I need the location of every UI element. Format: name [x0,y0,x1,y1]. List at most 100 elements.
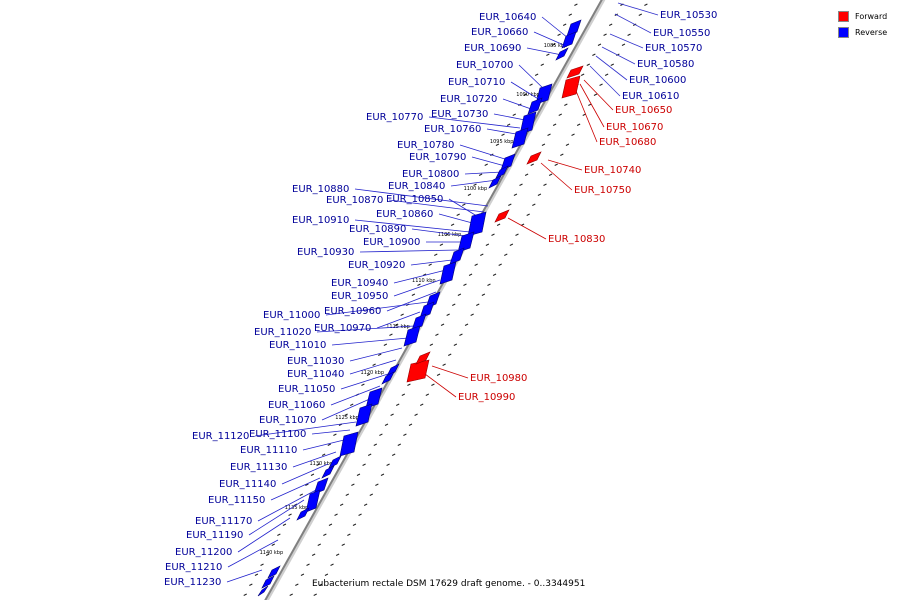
label-connectors [226,2,659,583]
connector [438,213,477,225]
connector [226,569,263,583]
connector [376,311,421,329]
tick-mark [470,313,474,316]
tick-mark [644,3,648,6]
reverse-gene-arrow [527,97,543,115]
tick-mark [327,443,332,446]
reverse-gene-label: EUR_10930 [297,247,354,258]
tick-mark [459,333,463,336]
tick-mark [462,203,466,206]
reverse-swatch [838,26,849,38]
tick-mark [400,313,404,316]
connector [292,451,337,468]
forward-gene-label: EUR_10740 [584,165,641,176]
tick-mark [592,53,596,56]
tick-mark [321,453,326,456]
reverse-gene-label: EUR_11030 [287,356,344,367]
tick-mark [508,203,512,206]
forward-gene-arrow [494,209,510,223]
connector [595,55,628,81]
tick-mark [407,383,411,386]
reverse-gene-arrow [411,313,427,331]
tick-mark [411,293,416,296]
tick-mark [254,573,259,576]
reverse-gene-label: EUR_10890 [349,224,406,235]
reverse-gene-label: EUR_11010 [269,340,326,351]
tick-mark [512,113,516,116]
tick-mark [445,233,449,236]
tick-mark [586,63,590,66]
reverse-gene-label: EUR_10880 [292,184,349,195]
forward-gene-label: EUR_10530 [660,10,717,21]
reverse-gene-label: EUR_10910 [292,215,349,226]
tick-mark [557,33,561,36]
tick-mark [574,3,578,6]
tick-mark [347,533,351,536]
tick-mark [509,243,514,246]
tick-mark [389,333,393,336]
tick-mark [362,463,366,466]
tick-mark [537,193,542,196]
tick-mark [334,513,338,516]
tick-mark [282,523,287,526]
reverse-gene-label: EUR_11050 [278,384,335,395]
tick-mark [419,403,424,406]
tick-mark [313,593,317,596]
kbp-label: 1085 kbp [544,43,568,49]
connector [573,85,598,143]
reverse-gene-arrow [305,489,321,513]
tick-mark [352,523,357,526]
connector [547,159,583,171]
tick-mark [367,453,372,456]
tick-mark [551,43,556,46]
reverse-gene-label: EUR_10640 [479,12,536,23]
tick-mark [562,23,567,26]
tick-mark [305,483,309,486]
reverse-gene-label: EUR_10970 [314,323,371,334]
connector [340,373,389,390]
tick-mark [484,163,488,166]
tick-mark [638,13,643,16]
reverse-gene-label: EUR_10840 [388,181,445,192]
forward-gene-arrow [561,75,581,99]
connector [510,81,541,101]
tick-mark [495,143,500,146]
connector [579,83,605,128]
reverse-gene-label: EUR_10950 [331,291,388,302]
tick-mark [373,443,378,446]
tick-mark [384,423,389,426]
tick-mark [515,233,519,236]
reverse-gene-label: EUR_10900 [363,237,420,248]
forward-gene-label: EUR_10550 [653,28,710,39]
connector [431,365,469,379]
connector [316,325,415,333]
tick-mark [464,323,469,326]
connector [411,228,467,237]
forward-gene-label: EUR_10830 [548,234,605,245]
tick-mark [316,463,320,466]
tick-mark [349,403,354,406]
kbp-label: 1130 kbp [309,461,333,467]
reverse-gene-label: EUR_10870 [326,195,383,206]
connector [526,47,563,56]
tick-mark [541,143,546,146]
kbp-label: 1090 kbp [516,92,540,98]
tick-mark [446,313,450,316]
kbp-label: 1120 kbp [360,370,384,376]
kbp-label: 1105 kbp [438,232,462,238]
tick-mark [328,523,333,526]
connector [302,439,345,451]
connector [459,144,509,161]
kbp-label: 1135 kbp [285,505,309,511]
tick-mark [435,333,439,336]
connector [448,198,481,219]
connector [464,171,503,175]
connector [533,31,567,47]
connector [428,116,521,129]
reverse-gene-label: EUR_10700 [456,60,513,71]
reverse-gene-label: EUR_10940 [331,278,388,289]
tick-mark [345,493,349,496]
tick-mark [339,503,344,506]
reverse-gene-arrow [519,111,537,135]
reverse-gene-arrow [261,575,275,589]
